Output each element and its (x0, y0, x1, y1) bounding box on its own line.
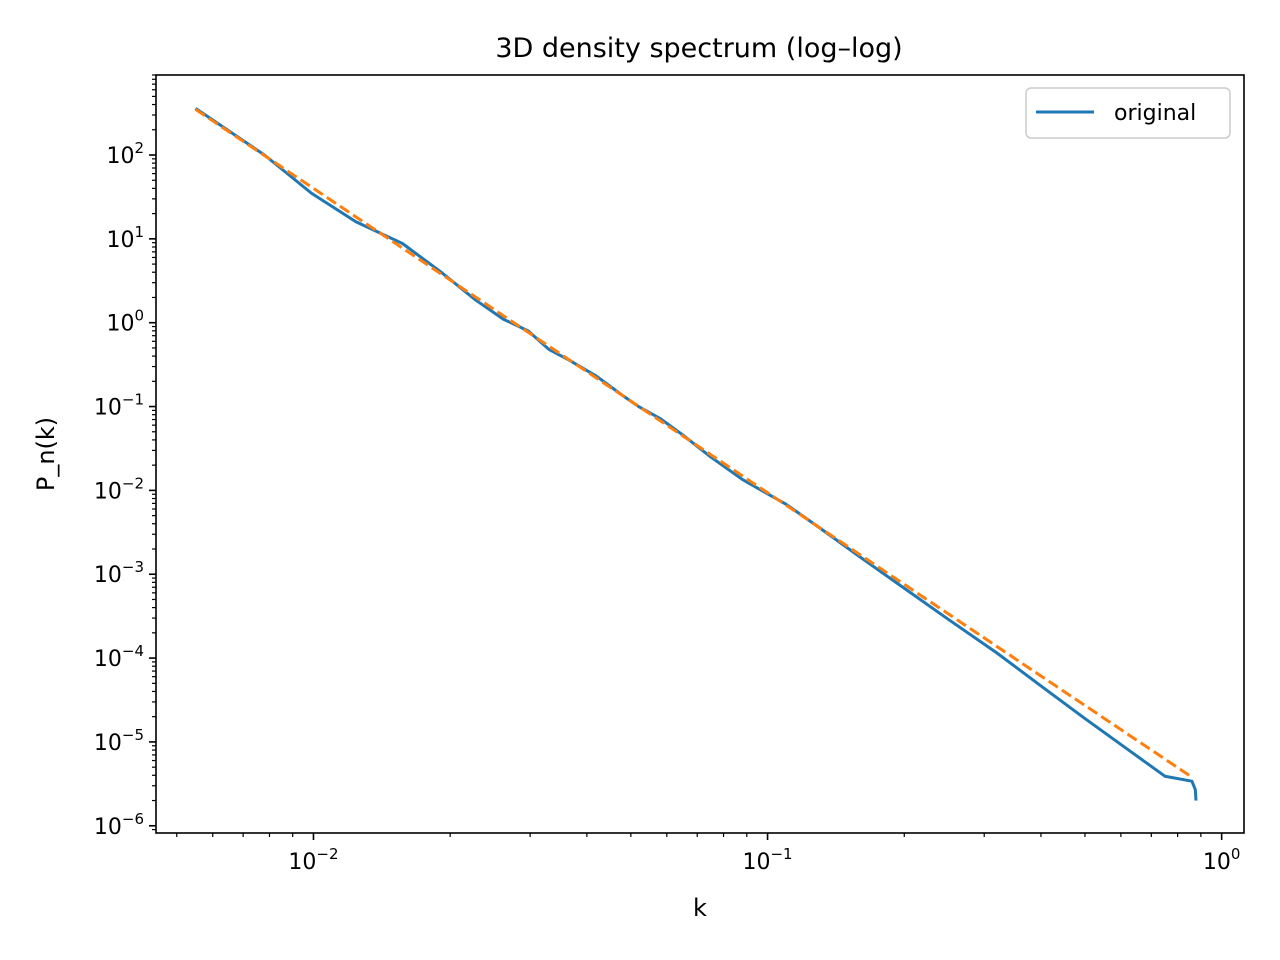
x-axis-label: k (693, 894, 707, 922)
axes-frame (155, 74, 1245, 834)
y-axis-label: P_n(k) (32, 417, 60, 491)
y-tick-label: 10−4 (94, 642, 144, 672)
y-tick-label: 10−3 (94, 558, 144, 588)
y-tick-label: 100 (106, 307, 144, 337)
legend: original (1025, 87, 1231, 139)
y-tick-label: 10−2 (94, 474, 144, 504)
x-tick-label: 10−2 (288, 845, 338, 875)
y-tick-label: 10−5 (94, 726, 144, 756)
x-tick-label: 100 (1203, 845, 1241, 875)
x-tick-label: 10−1 (742, 845, 792, 875)
legend-label-original: original (1114, 101, 1196, 126)
series-line-2 (194, 108, 1193, 779)
y-tick-label: 10−6 (94, 810, 144, 840)
y-tick-label: 10−1 (94, 391, 144, 421)
chart-title: 3D density spectrum (log–log) (495, 33, 902, 64)
x-axis: 10−2 10−1 100 (176, 833, 1241, 875)
y-tick-label: 101 (106, 223, 144, 253)
legend-box (1025, 87, 1231, 139)
y-axis: 102 101 100 10−1 10−2 10−3 10−4 10−5 10−6 (94, 74, 156, 840)
y-tick-label: 102 (106, 139, 144, 169)
plot-area (155, 74, 1245, 834)
series-layer (194, 107, 1198, 801)
